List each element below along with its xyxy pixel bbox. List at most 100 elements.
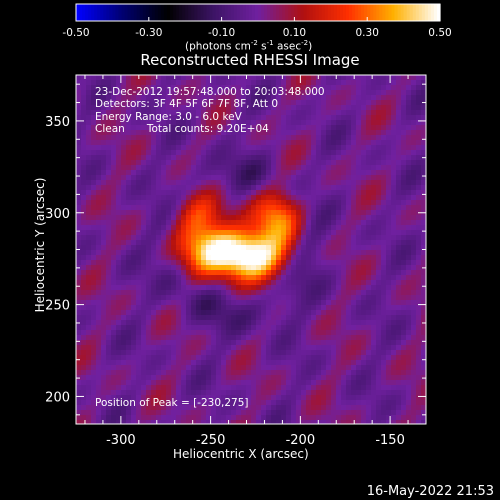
heatmap-cell <box>91 170 97 176</box>
heatmap-cell <box>401 195 407 201</box>
heatmap-cell <box>271 385 277 391</box>
heatmap-cell <box>391 250 397 256</box>
heatmap-cell <box>91 330 97 336</box>
heatmap-cell <box>391 125 397 131</box>
heatmap-cell <box>86 280 92 286</box>
heatmap-cell <box>411 130 417 136</box>
heatmap-cell <box>226 200 232 206</box>
colorbar-segment <box>139 4 144 21</box>
heatmap-cell <box>346 300 352 306</box>
heatmap-cell <box>81 190 87 196</box>
heatmap-cell <box>226 175 232 181</box>
heatmap-cell <box>176 145 182 151</box>
heatmap-cell <box>221 245 227 251</box>
heatmap-cell <box>396 360 402 366</box>
heatmap-cell <box>171 285 177 291</box>
heatmap-cell <box>96 135 102 141</box>
heatmap-cell <box>316 100 322 106</box>
heatmap-cell <box>246 255 252 261</box>
colorbar-segment <box>230 4 235 21</box>
heatmap-cell <box>131 75 137 81</box>
heatmap-cell <box>236 395 242 401</box>
heatmap-cell <box>291 125 297 131</box>
heatmap-cell <box>136 395 142 401</box>
heatmap-cell <box>186 95 192 101</box>
heatmap-cell <box>406 190 412 196</box>
heatmap-cell <box>361 165 367 171</box>
heatmap-cell <box>391 190 397 196</box>
heatmap-cell <box>166 215 172 221</box>
heatmap-cell <box>216 305 222 311</box>
heatmap-cell <box>156 340 162 346</box>
heatmap-cell <box>396 370 402 376</box>
heatmap-cell <box>276 325 282 331</box>
heatmap-cell <box>221 390 227 396</box>
heatmap-cell <box>311 225 317 231</box>
heatmap-cell <box>126 345 132 351</box>
heatmap-cell <box>226 325 232 331</box>
heatmap-cell <box>301 270 307 276</box>
heatmap-cell <box>181 380 187 386</box>
heatmap-cell <box>316 195 322 201</box>
colorbar-segment <box>352 4 356 21</box>
heatmap-cell <box>321 305 327 311</box>
heatmap-cell <box>301 395 307 401</box>
heatmap-cell <box>96 385 102 391</box>
heatmap-cell <box>356 345 362 351</box>
heatmap-cell <box>396 235 402 241</box>
heatmap-cell <box>276 180 282 186</box>
heatmap-cell <box>366 95 372 101</box>
heatmap-cell <box>166 300 172 306</box>
heatmap-cell <box>216 285 222 291</box>
heatmap-cell <box>116 235 122 241</box>
heatmap-cell <box>86 340 92 346</box>
heatmap-cell <box>76 290 82 296</box>
heatmap-cell <box>246 285 252 291</box>
heatmap-cell <box>316 200 322 206</box>
heatmap-cell <box>121 135 127 141</box>
heatmap-cell <box>266 230 272 236</box>
heatmap-cell <box>96 335 102 341</box>
heatmap-cell <box>246 335 252 341</box>
heatmap-cell <box>231 225 237 231</box>
colorbar-segment <box>385 4 390 21</box>
heatmap-cell <box>246 115 252 121</box>
heatmap-cell <box>276 265 282 271</box>
heatmap-cell <box>261 330 267 336</box>
heatmap-cell <box>171 310 177 316</box>
colorbar-segment <box>121 4 126 21</box>
heatmap-cell <box>86 135 92 141</box>
heatmap-cell <box>391 150 397 156</box>
heatmap-cell <box>361 90 367 96</box>
heatmap-cell <box>286 380 292 386</box>
heatmap-cell <box>361 215 367 221</box>
heatmap-cell <box>401 390 407 396</box>
heatmap-cell <box>121 400 127 406</box>
heatmap-cell <box>306 125 312 131</box>
heatmap-cell <box>301 305 307 311</box>
heatmap-cell <box>161 285 167 291</box>
heatmap-cell <box>356 250 362 256</box>
heatmap-cell <box>191 390 197 396</box>
heatmap-cell <box>96 415 102 421</box>
heatmap-cell <box>271 85 277 91</box>
heatmap-cell <box>86 260 92 266</box>
heatmap-cell <box>201 420 207 425</box>
heatmap-cell <box>386 335 392 341</box>
heatmap-cell <box>326 85 332 91</box>
heatmap-cell <box>141 250 147 256</box>
heatmap-cell <box>411 395 417 401</box>
heatmap-cell <box>281 215 287 221</box>
heatmap-cell <box>166 385 172 391</box>
heatmap-cell <box>321 115 327 121</box>
heatmap-cell <box>221 370 227 376</box>
heatmap-cell <box>351 330 357 336</box>
heatmap-cell <box>306 190 312 196</box>
heatmap-cell <box>216 410 222 416</box>
colorbar-segment <box>206 4 211 21</box>
heatmap-cell <box>401 335 407 341</box>
heatmap-cell <box>121 355 127 361</box>
heatmap-cell <box>316 375 322 381</box>
heatmap-cell <box>206 345 212 351</box>
heatmap-cell <box>86 400 92 406</box>
